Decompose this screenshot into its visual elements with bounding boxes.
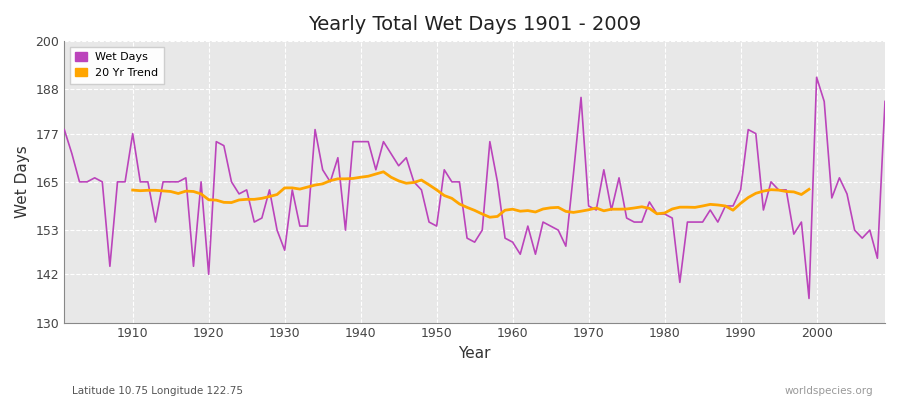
Y-axis label: Wet Days: Wet Days xyxy=(15,146,30,218)
Text: Latitude 10.75 Longitude 122.75: Latitude 10.75 Longitude 122.75 xyxy=(72,386,243,396)
Title: Yearly Total Wet Days 1901 - 2009: Yearly Total Wet Days 1901 - 2009 xyxy=(308,15,642,34)
Text: worldspecies.org: worldspecies.org xyxy=(785,386,873,396)
X-axis label: Year: Year xyxy=(458,346,491,361)
Legend: Wet Days, 20 Yr Trend: Wet Days, 20 Yr Trend xyxy=(70,47,164,84)
